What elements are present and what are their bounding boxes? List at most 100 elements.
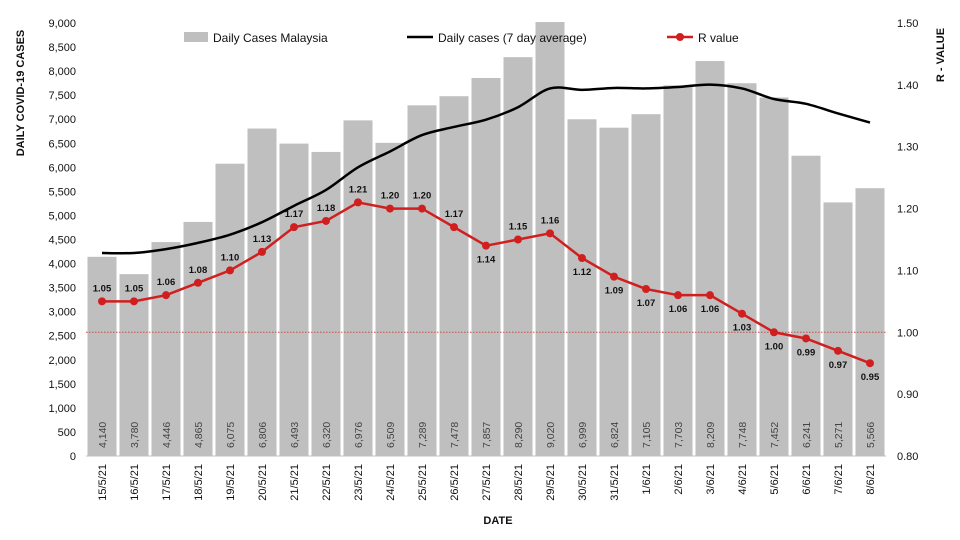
r-value-point bbox=[418, 204, 426, 213]
y-tick-label: 6,500 bbox=[48, 138, 76, 150]
y-tick-label: 8,500 bbox=[48, 42, 76, 54]
bar-label: 9,020 bbox=[545, 422, 557, 448]
bar-18/5/21 bbox=[183, 221, 213, 456]
x-tick-label: 31/5/21 bbox=[609, 464, 621, 501]
x-tick-label: 18/5/21 bbox=[193, 464, 205, 501]
bar-label: 5,271 bbox=[833, 422, 845, 448]
r-value-point bbox=[738, 309, 746, 318]
bar-21/5/21 bbox=[279, 143, 309, 456]
r-value-label: 1.05 bbox=[93, 283, 112, 294]
bar-label: 6,824 bbox=[609, 422, 621, 448]
bar-label: 5,566 bbox=[865, 422, 877, 448]
r-value-label: 1.18 bbox=[317, 203, 336, 214]
y-tick-label: 4,000 bbox=[48, 259, 76, 271]
bar-6/6/21 bbox=[791, 155, 821, 456]
r-value-label: 1.03 bbox=[733, 323, 752, 334]
bar-30/5/21 bbox=[567, 119, 597, 457]
bar-label: 6,493 bbox=[289, 422, 301, 448]
y2-tick-label: 1.30 bbox=[897, 142, 918, 154]
bar-label: 6,976 bbox=[353, 422, 365, 448]
bar-label: 6,241 bbox=[801, 422, 813, 448]
legend-swatch-daily-cases bbox=[184, 32, 208, 42]
bar-label: 6,999 bbox=[577, 422, 589, 448]
bar-label: 7,478 bbox=[449, 422, 461, 448]
r-value-label: 1.06 bbox=[157, 277, 176, 288]
y-tick-label: 4,500 bbox=[48, 235, 76, 247]
bar-8/6/21 bbox=[855, 188, 885, 456]
y-tick-label: 0 bbox=[70, 451, 76, 463]
bar-3/6/21 bbox=[695, 61, 725, 457]
r-value-point bbox=[866, 359, 874, 368]
y-tick-label: 1,500 bbox=[48, 379, 76, 391]
r-value-point bbox=[226, 266, 234, 275]
y-tick-label: 2,500 bbox=[48, 331, 76, 343]
r-value-label: 0.99 bbox=[797, 347, 816, 358]
y2-tick-label: 1.50 bbox=[897, 18, 918, 30]
bar-label: 6,320 bbox=[321, 422, 333, 448]
r-value-label: 1.00 bbox=[765, 341, 784, 352]
x-tick-label: 3/6/21 bbox=[705, 464, 717, 495]
x-tick-label: 4/6/21 bbox=[737, 464, 749, 495]
bar-2/6/21 bbox=[663, 85, 693, 456]
r-value-point bbox=[514, 235, 522, 244]
y-tick-label: 9,000 bbox=[48, 18, 76, 30]
legend-label-7day-average: Daily cases (7 day average) bbox=[438, 31, 587, 45]
bar-label: 7,748 bbox=[737, 422, 749, 448]
bar-26/5/21 bbox=[439, 96, 469, 457]
r-value-point bbox=[770, 328, 778, 337]
r-value-point bbox=[642, 284, 650, 293]
r-value-label: 1.17 bbox=[285, 209, 304, 220]
r-value-label: 1.14 bbox=[477, 255, 496, 266]
r-value-point bbox=[322, 216, 330, 225]
bar-17/5/21 bbox=[151, 242, 181, 456]
r-value-point bbox=[706, 291, 714, 300]
x-tick-label: 26/5/21 bbox=[449, 464, 461, 501]
bar-label: 7,452 bbox=[769, 422, 781, 448]
bar-label: 8,290 bbox=[513, 422, 525, 448]
bar-28/5/21 bbox=[503, 57, 533, 457]
r-value-point bbox=[482, 241, 490, 250]
axes-layer: 0 500 1,000 1,500 2,000 2,500 3,000 3,500 4,000 4… bbox=[48, 18, 918, 501]
x-tick-label: 21/5/21 bbox=[289, 464, 301, 501]
bar-24/5/21 bbox=[375, 142, 405, 456]
y-tick-label: 5,000 bbox=[48, 210, 76, 222]
r-value-point bbox=[802, 334, 810, 343]
bars-layer: 4,140 3,780 4,446 4,865 6,075 6,806 6,493 6,320… bbox=[87, 22, 885, 457]
r-value-label: 1.07 bbox=[637, 298, 656, 309]
r-value-point bbox=[834, 346, 842, 355]
y-tick-label: 6,000 bbox=[48, 162, 76, 174]
y2-tick-label: 1.20 bbox=[897, 204, 918, 216]
y-tick-label: 8,000 bbox=[48, 66, 76, 78]
x-tick-label: 28/5/21 bbox=[513, 464, 525, 501]
r-value-label: 1.20 bbox=[413, 191, 432, 202]
bar-label: 4,140 bbox=[97, 422, 109, 448]
y-tick-label: 500 bbox=[58, 427, 76, 439]
r-value-label: 1.08 bbox=[189, 265, 208, 276]
r-value-label: 1.06 bbox=[669, 304, 688, 315]
x-tick-label: 17/5/21 bbox=[161, 464, 173, 501]
bar-label: 8,209 bbox=[705, 422, 717, 448]
bar-20/5/21 bbox=[247, 128, 277, 456]
bar-label: 7,703 bbox=[673, 422, 685, 448]
bar-4/6/21 bbox=[727, 83, 757, 456]
y2-axis-title: R - VALUE bbox=[935, 28, 947, 82]
r-value-point bbox=[578, 254, 586, 263]
r-value-label: 1.05 bbox=[125, 283, 144, 294]
x-tick-label: 7/6/21 bbox=[833, 464, 845, 495]
r-value-point bbox=[162, 291, 170, 300]
y-tick-label: 7,500 bbox=[48, 90, 76, 102]
bar-23/5/21 bbox=[343, 120, 373, 456]
bar-19/5/21 bbox=[215, 163, 245, 456]
bar-label: 6,075 bbox=[225, 422, 237, 448]
r-value-label: 1.21 bbox=[349, 184, 368, 195]
x-tick-label: 2/6/21 bbox=[673, 464, 685, 495]
y2-tick-label: 1.00 bbox=[897, 327, 918, 339]
r-value-label: 1.20 bbox=[381, 191, 400, 202]
avg-line-layer bbox=[101, 83, 871, 255]
y2-tick-label: 0.90 bbox=[897, 389, 918, 401]
x-tick-label: 23/5/21 bbox=[353, 464, 365, 501]
r-value-point bbox=[354, 198, 362, 207]
bar-27/5/21 bbox=[471, 77, 501, 456]
y2-tick-label: 1.10 bbox=[897, 265, 918, 277]
